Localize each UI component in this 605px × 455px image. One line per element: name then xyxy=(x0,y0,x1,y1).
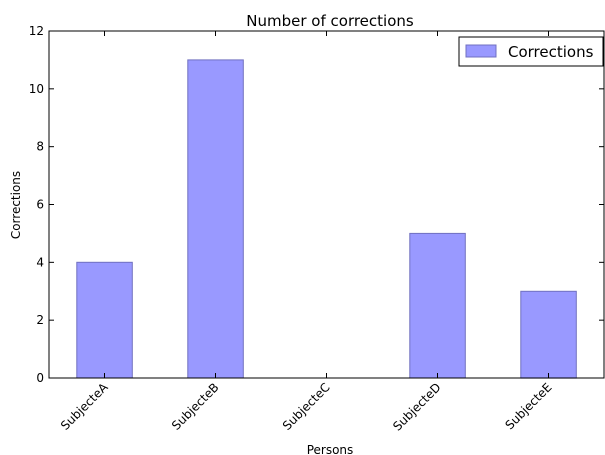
y-tick-label: 10 xyxy=(29,82,44,96)
legend-swatch xyxy=(465,44,497,58)
bars xyxy=(76,59,577,379)
y-tick-label: 2 xyxy=(36,313,44,327)
y-tick-label: 12 xyxy=(29,24,44,38)
x-tick-label: SubjecteE xyxy=(502,380,554,432)
bar-SubjecteA xyxy=(76,261,133,379)
x-tick-label: SubjecteB xyxy=(169,380,222,433)
bar-SubjecteB xyxy=(187,59,244,379)
y-tick-label: 6 xyxy=(36,198,44,212)
y-tick-label: 0 xyxy=(36,371,44,385)
bar-SubjecteD xyxy=(409,232,466,379)
chart-title: Number of corrections xyxy=(246,12,414,30)
y-tick-label: 4 xyxy=(36,255,44,269)
x-tick-label: SubjecteA xyxy=(58,380,111,433)
x-tick-label: SubjecteC xyxy=(280,380,333,433)
y-tick-label: 8 xyxy=(36,140,44,154)
bar-SubjecteE xyxy=(520,290,577,379)
legend: Corrections xyxy=(458,36,604,67)
y-axis-label: Corrections xyxy=(9,171,23,239)
x-tick-label: SubjecteD xyxy=(390,380,443,433)
y-ticks: 0 2 4 6 8 10 12 xyxy=(29,24,604,385)
plot-frame xyxy=(48,30,605,379)
legend-label: Corrections xyxy=(508,43,594,61)
x-axis-label: Persons xyxy=(307,443,354,455)
